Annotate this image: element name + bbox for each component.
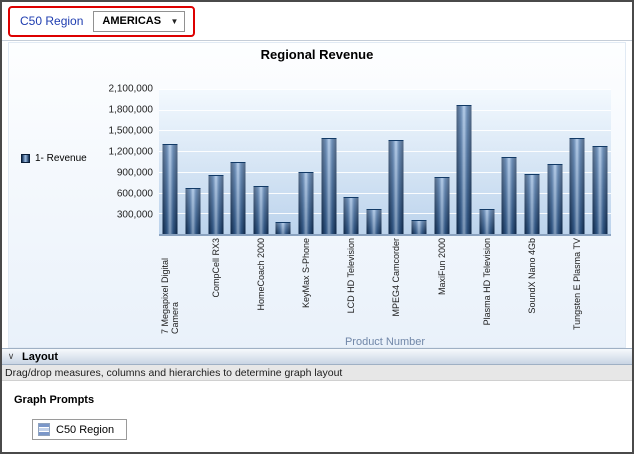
gridline xyxy=(159,151,611,153)
bar-0[interactable] xyxy=(162,144,178,234)
legend: 1- Revenue xyxy=(21,153,97,164)
x-axis-labels: 7 Megapixel Digital Camera CompCell RX3 Ho… xyxy=(159,236,611,334)
chart-panel: Regional Revenue 1- Revenue 2,100,000 1,8… xyxy=(8,42,626,348)
legend-column: 1- Revenue xyxy=(9,89,97,348)
chart-title: Regional Revenue xyxy=(260,47,374,62)
bar-14[interactable] xyxy=(479,209,495,234)
gridline xyxy=(159,109,611,111)
bar-13[interactable] xyxy=(456,104,472,234)
bar-7[interactable] xyxy=(321,138,336,234)
dropdown-arrow-icon: ▼ xyxy=(170,16,179,26)
region-dropdown-value: AMERICAS xyxy=(102,15,162,27)
bar-5[interactable] xyxy=(275,221,291,234)
y-tick-label: 1,200,000 xyxy=(108,146,154,158)
region-prompt-label: C50 Region xyxy=(20,14,84,28)
bar-10[interactable] xyxy=(388,140,404,234)
column-icon xyxy=(38,423,50,436)
bar-8[interactable] xyxy=(343,197,359,234)
layout-section-header[interactable]: ∨ Layout xyxy=(2,348,632,365)
bar-15[interactable] xyxy=(501,157,517,234)
graph-prompt-label: C50 Region xyxy=(56,423,115,436)
layout-instruction-text: Drag/drop measures, columns and hierarch… xyxy=(2,365,632,381)
x-axis-label: Tungsten E Plasma TV xyxy=(572,238,583,331)
x-axis-label: 7 Megapixel Digital Camera xyxy=(160,257,181,334)
y-axis: 2,100,000 1,800,000 1,500,000 1,200,000 900,… xyxy=(97,84,159,236)
y-tick-label: 1,800,000 xyxy=(108,104,154,116)
bar-12[interactable] xyxy=(434,177,449,234)
bar-11[interactable] xyxy=(411,220,427,234)
x-axis-label: CompCell RX3 xyxy=(210,238,221,298)
bar-19[interactable] xyxy=(592,145,608,234)
plot-row: 2,100,000 1,800,000 1,500,000 1,200,000 900,… xyxy=(97,84,625,236)
prompt-row: C50 Region AMERICAS ▼ xyxy=(2,2,632,41)
bar-1[interactable] xyxy=(185,188,201,234)
annotation-highlight: C50 Region AMERICAS ▼ xyxy=(8,5,196,37)
x-axis-label: MPEG4 Camcorder xyxy=(391,238,402,317)
bar-4[interactable] xyxy=(253,186,269,234)
legend-label: 1- Revenue xyxy=(35,153,87,164)
y-tick-label: 600,000 xyxy=(116,188,153,200)
graph-prompts-label: Graph Prompts xyxy=(14,394,95,406)
collapse-chevron-icon[interactable]: ∨ xyxy=(7,351,15,361)
x-axis-label: HomeCoach 2000 xyxy=(255,238,266,311)
x-axis-label: LCD HD Television xyxy=(346,238,357,314)
legend-swatch xyxy=(21,154,30,163)
bar-17[interactable] xyxy=(547,164,562,234)
y-tick-label: 1,500,000 xyxy=(108,125,154,137)
chart-body: 1- Revenue 2,100,000 1,800,000 1,500,000 1,… xyxy=(9,84,625,348)
graph-prompt-c50-region[interactable]: C50 Region xyxy=(32,419,128,440)
gridline xyxy=(159,192,611,194)
gridline xyxy=(159,89,611,90)
bar-3[interactable] xyxy=(230,161,246,234)
bar-6[interactable] xyxy=(298,171,314,234)
y-tick-label: 2,100,000 xyxy=(108,83,154,95)
region-dropdown[interactable]: AMERICAS ▼ xyxy=(93,10,186,32)
bar-16[interactable] xyxy=(524,173,540,234)
bar-9[interactable] xyxy=(366,209,382,234)
layout-section-title: Layout xyxy=(22,350,59,363)
x-axis-label: KeyMax S-Phone xyxy=(300,238,311,309)
y-tick-label: 900,000 xyxy=(116,167,153,179)
x-axis-title: Product Number xyxy=(344,336,426,348)
x-axis-label: MaxiFun 2000 xyxy=(436,238,447,296)
plot-area xyxy=(159,89,611,236)
x-axis-label: Plasma HD Television xyxy=(481,238,492,326)
gridline xyxy=(159,213,611,215)
x-axis-label: SoundX Nano 4Gb xyxy=(526,238,537,314)
plot-area-column: 2,100,000 1,800,000 1,500,000 1,200,000 900,… xyxy=(97,84,625,348)
bar-18[interactable] xyxy=(569,138,585,234)
y-tick-label: 300,000 xyxy=(116,209,153,221)
gridline xyxy=(159,130,611,132)
graph-prompts-area: Graph Prompts C50 Region xyxy=(2,381,632,441)
gridline xyxy=(159,171,611,173)
bar-2[interactable] xyxy=(208,175,223,234)
